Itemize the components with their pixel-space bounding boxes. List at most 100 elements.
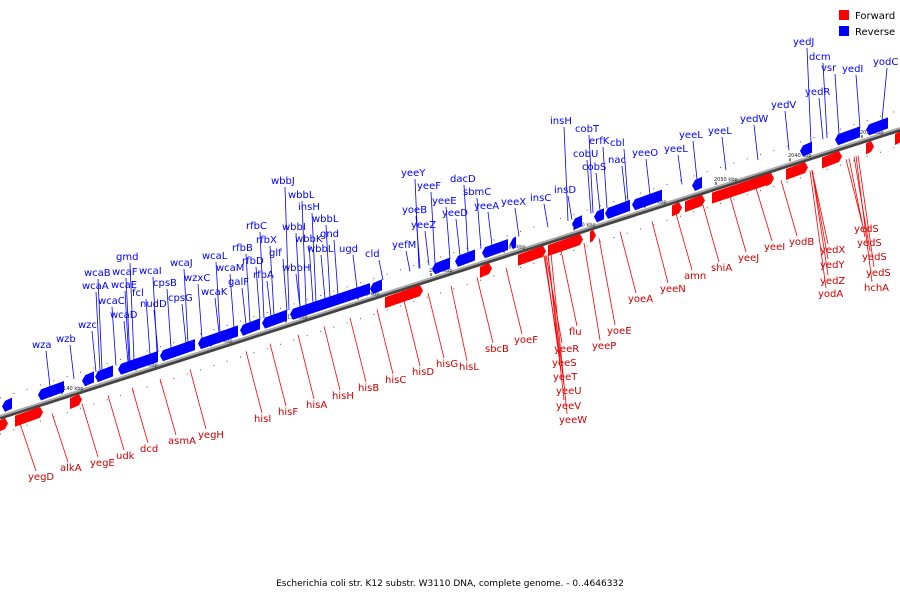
reverse-gene-label: cpsG <box>168 293 193 304</box>
reverse-leader-line <box>152 276 158 353</box>
forward-leader-line <box>131 387 149 444</box>
reverse-gene-arrow <box>455 249 475 267</box>
forward-leader-line <box>811 170 829 260</box>
reverse-gene-label: yoeB <box>402 205 427 216</box>
forward-gene-label: yeeI <box>764 242 785 253</box>
forward-gene-arrow <box>480 263 492 278</box>
forward-gene-label: yegD <box>28 472 54 483</box>
forward-gene-label: yegE <box>90 458 115 469</box>
forward-gene-label: yedZ <box>820 276 845 287</box>
reverse-gene-label: wbbH <box>282 263 310 274</box>
reverse-leader-line <box>834 73 840 135</box>
reverse-gene-label: yeeD <box>442 208 468 219</box>
forward-gene-arrow <box>0 417 8 432</box>
forward-leader-line <box>545 255 563 344</box>
reverse-gene-label: cobU <box>573 149 598 160</box>
reverse-gene-label: yeeA <box>474 201 499 212</box>
reverse-leader-line <box>259 231 265 319</box>
forward-gene-label: yoeE <box>607 326 632 337</box>
reverse-gene-label: wbbL <box>307 244 334 255</box>
reverse-gene-label: wbbL <box>288 190 315 201</box>
forward-gene-label: yeeN <box>660 284 686 295</box>
forward-leader-line <box>107 395 125 451</box>
forward-leader-line <box>729 196 747 253</box>
reverse-gene-label: yedJ <box>793 37 814 48</box>
reverse-leader-line <box>95 291 101 371</box>
reverse-leader-line <box>145 298 151 355</box>
reverse-gene-label: yeeL <box>664 144 688 155</box>
forward-gene-label: yedY <box>820 260 845 271</box>
forward-gene-label: yedS <box>866 268 891 279</box>
forward-gene-label: yedS <box>857 238 882 249</box>
forward-gene-label: hisC <box>385 375 406 386</box>
reverse-gene-arrow <box>800 141 812 157</box>
forward-leader-line <box>811 170 829 276</box>
forward-gene-label: yeeW <box>559 415 587 426</box>
forward-features <box>0 131 900 432</box>
forward-gene-label: yedS <box>862 252 887 263</box>
forward-leader-line <box>811 170 829 245</box>
forward-gene-label: yoeF <box>514 335 538 346</box>
reverse-gene-label: wcaM <box>216 263 244 274</box>
reverse-leader-line <box>269 245 275 315</box>
reverse-gene-label: insH <box>550 116 572 127</box>
reverse-gene-label: rfbX <box>256 235 277 246</box>
reverse-gene-label: dacD <box>450 174 476 185</box>
genome-caption: Escherichia coli str. K12 substr. W3110 … <box>276 579 624 589</box>
reverse-gene-label: insH <box>298 202 320 213</box>
forward-leader-line <box>189 369 207 430</box>
tick-label: 2050 kbp <box>714 177 738 183</box>
reverse-leader-line <box>266 280 272 316</box>
reverse-gene-label: wzxC <box>184 273 210 284</box>
reverse-leader-line <box>445 206 451 259</box>
reverse-gene-arrow <box>605 199 630 219</box>
forward-leader-line <box>19 423 37 472</box>
reverse-leader-line <box>97 278 103 371</box>
forward-leader-line <box>269 343 287 407</box>
forward-gene-arrow <box>786 161 808 180</box>
forward-leader-line <box>505 267 523 335</box>
reverse-leader-line <box>784 110 790 151</box>
reverse-gene-arrow <box>632 189 662 211</box>
forward-gene-arrow <box>766 172 774 187</box>
reverse-leader-line <box>692 140 698 180</box>
reverse-gene-arrow <box>118 350 158 375</box>
reverse-gene-arrow <box>692 176 702 192</box>
reverse-gene-label: rfbC <box>246 221 267 232</box>
reverse-gene-arrow <box>38 381 64 401</box>
reverse-leader-line <box>463 184 469 253</box>
forward-leader-line <box>476 277 494 344</box>
reverse-gene-label: yodC <box>873 57 898 68</box>
legend-reverse-swatch <box>839 26 849 36</box>
forward-leader-line <box>809 170 827 289</box>
forward-gene-label: alkA <box>60 463 82 474</box>
legend-reverse-label: Reverse <box>855 27 895 38</box>
forward-gene-label: yeeR <box>554 344 579 355</box>
reverse-leader-line <box>214 297 220 333</box>
forward-gene-arrow <box>672 202 682 217</box>
legend-forward-label: Forward <box>855 11 895 22</box>
reverse-leader-line <box>623 148 629 202</box>
reverse-leader-line <box>405 250 411 272</box>
reverse-labels: wzawzbwzcwcaDwcaCwcaAwcaBwcaEwcaFgmdfcln… <box>32 37 898 387</box>
reverse-gene-label: wcaK <box>201 287 228 298</box>
reverse-leader-line <box>282 258 288 311</box>
reverse-leader-line <box>241 287 247 324</box>
reverse-leader-line <box>352 254 358 289</box>
reverse-gene-label: rfbB <box>232 243 253 254</box>
reverse-leader-line <box>645 158 651 195</box>
reverse-leader-line <box>301 200 307 305</box>
reverse-leader-line <box>166 288 172 348</box>
forward-leader-line <box>403 300 421 367</box>
forward-gene-arrow <box>590 229 596 243</box>
forward-gene-arrow <box>548 233 583 257</box>
reverse-gene-label: cbl <box>610 138 625 149</box>
reverse-gene-label: wcaF <box>112 267 138 278</box>
reverse-gene-label: vsr <box>821 63 837 74</box>
reverse-leader-line <box>806 47 812 144</box>
forward-leader-line <box>755 187 773 242</box>
reverse-gene-label: wcaD <box>110 310 138 321</box>
reverse-gene-label: nac <box>608 155 626 166</box>
forward-leader-line <box>560 250 578 327</box>
